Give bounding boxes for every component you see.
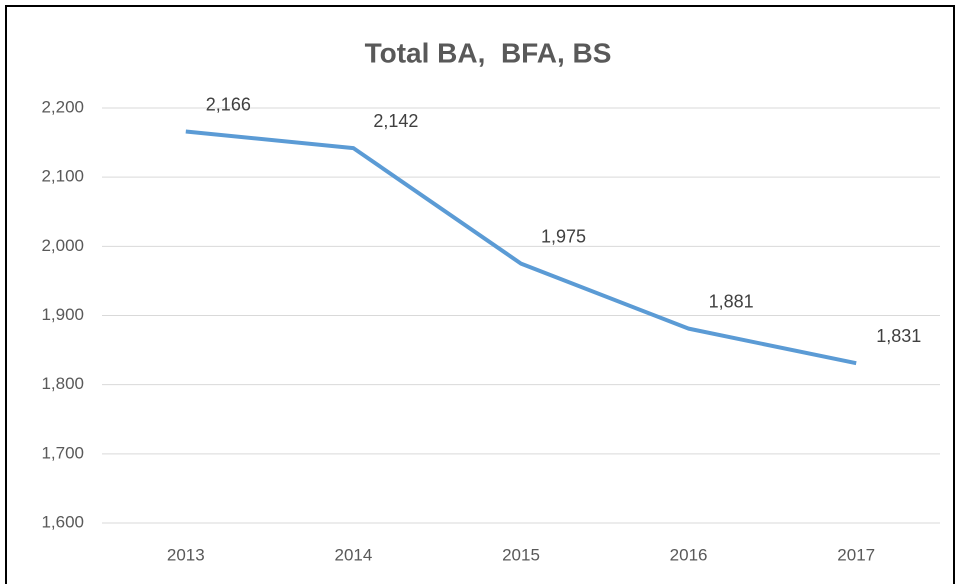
x-tick-label: 2013 [167, 545, 205, 564]
x-tick-label: 2014 [334, 545, 372, 564]
data-label: 1,975 [541, 226, 586, 246]
data-label: 2,166 [206, 94, 251, 114]
x-tick-label: 2015 [502, 545, 540, 564]
y-tick-label: 1,600 [41, 512, 84, 531]
y-tick-label: 2,100 [41, 167, 84, 186]
chart-title: Total BA, BFA, BS [365, 37, 612, 68]
y-tick-label: 1,700 [41, 443, 84, 462]
y-tick-label: 2,200 [41, 97, 84, 116]
chart-border [5, 5, 955, 584]
data-label: 1,831 [876, 326, 921, 346]
y-tick-label: 1,900 [41, 305, 84, 324]
y-tick-label: 1,800 [41, 374, 84, 393]
data-label: 1,881 [709, 291, 754, 311]
y-tick-label: 2,000 [41, 236, 84, 255]
data-label: 2,142 [373, 111, 418, 131]
line-series [185, 129, 857, 366]
x-tick-label: 2016 [670, 545, 708, 564]
x-tick-label: 2017 [837, 545, 875, 564]
